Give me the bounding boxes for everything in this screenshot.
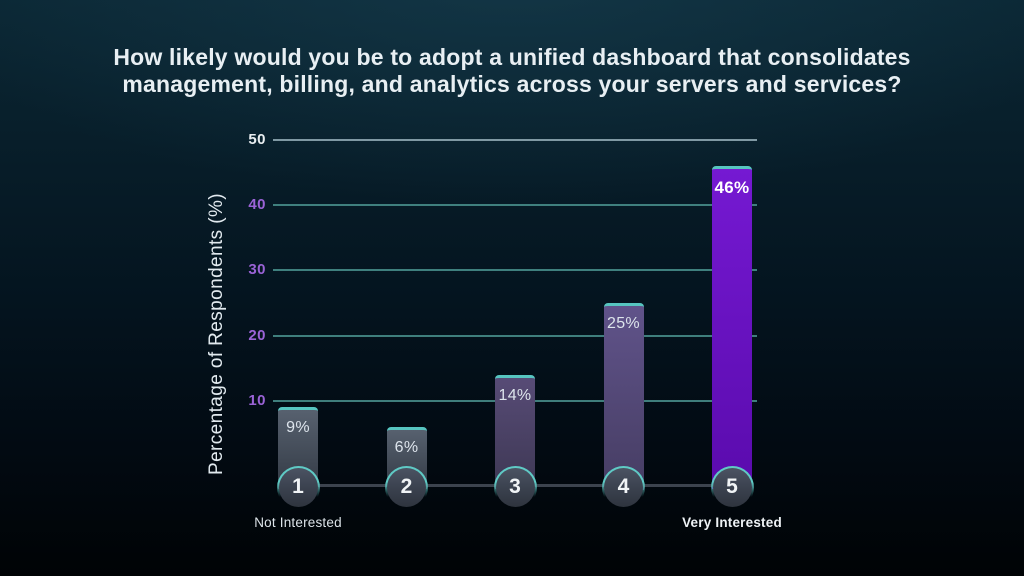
category-circle-inner: 5 [712,467,752,507]
bar-value-label: 46% [714,178,750,198]
category-circle-2: 2 [385,465,428,509]
y-tick-label: 10 [248,391,266,409]
gridline [273,139,757,141]
bar-value-label: 25% [607,315,640,332]
x-annotation-right: Very Interested [682,515,782,530]
category-number: 2 [400,475,413,498]
y-tick-label: 40 [248,196,266,214]
category-circle-1: 1 [276,465,320,509]
y-tick-label: 30 [248,261,266,279]
gridline [273,334,757,337]
gridline [273,269,757,272]
category-circle-4: 4 [602,465,645,509]
category-circle-3: 3 [493,465,537,509]
category-circle-inner: 4 [604,467,643,507]
category-number: 5 [726,475,738,498]
bar-category-4: 25% [603,303,644,490]
bar-value-label: 6% [394,438,419,456]
category-circle-inner: 1 [278,467,318,507]
category-circle-inner: 2 [387,467,426,507]
category-number: 1 [292,475,304,498]
bar-value-label: 9% [286,419,310,437]
category-circle-5: 5 [710,465,754,509]
category-number: 3 [509,475,521,498]
bar-value-label: 14% [498,386,532,404]
x-annotation-left: Not Interested [254,515,342,530]
y-tick-label: 20 [248,326,266,344]
y-tick-label: 50 [248,131,266,148]
bar-category-5: 46% [712,166,752,490]
category-number: 4 [617,475,630,498]
category-circle-inner: 3 [495,467,535,507]
chart-title: How likely would you be to adopt a unifi… [113,44,911,97]
gridline [273,204,757,207]
